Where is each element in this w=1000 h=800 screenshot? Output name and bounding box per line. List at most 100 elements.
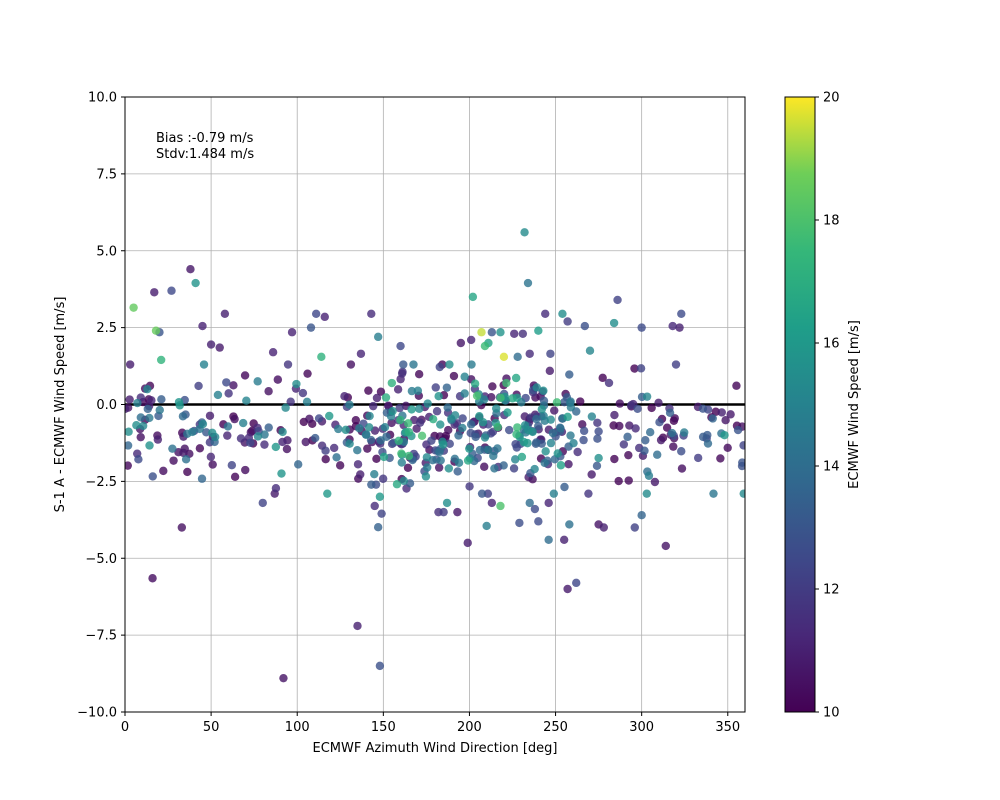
scatter-point (136, 432, 145, 442)
scatter-point (314, 414, 324, 423)
scatter-point (404, 419, 413, 428)
scatter-point (585, 346, 595, 355)
scatter-point (399, 360, 408, 369)
scatter-point (375, 661, 385, 671)
scatter-point (523, 278, 533, 288)
scatter-point (709, 489, 718, 498)
y-tick-label: 7.5 (96, 167, 117, 182)
scatter-point (578, 420, 587, 429)
scatter-point (680, 428, 689, 437)
scatter-point (631, 424, 640, 433)
scatter-point (518, 329, 528, 338)
scatter-point (540, 458, 549, 468)
scatter-point (364, 386, 373, 395)
scatter-point (563, 584, 572, 594)
scatter-point (397, 449, 406, 458)
scatter-point (335, 461, 345, 470)
scatter-point (236, 434, 246, 443)
scatter-point (517, 452, 527, 462)
scatter-point (136, 413, 146, 422)
scatter-point (148, 574, 157, 583)
scatter-point (733, 425, 743, 435)
scatter-point (380, 423, 390, 432)
scatter-point (264, 387, 273, 396)
colorbar-label: ECMWF Wind Speed [m/s] (847, 320, 862, 489)
scatter-point (159, 466, 168, 476)
scatter-point (409, 360, 418, 369)
scatter-points (125, 228, 745, 683)
scatter-point (739, 489, 745, 498)
scatter-point (356, 470, 365, 479)
scatter-point (530, 504, 540, 514)
scatter-point (407, 386, 417, 396)
x-axis-ticks: 0 50 100 150 200 250 300 350 (121, 712, 740, 735)
scatter-point (623, 432, 632, 442)
scatter-point (550, 406, 559, 415)
scatter-point (186, 265, 195, 274)
scatter-point (613, 295, 622, 305)
scatter-point (205, 411, 215, 420)
scatter-point (453, 467, 462, 476)
scatter-point (592, 461, 602, 471)
scatter-point (594, 453, 603, 463)
y-tick-label: −10.0 (77, 706, 117, 721)
scatter-point (732, 381, 741, 390)
scatter-point (435, 447, 444, 457)
scatter-point (341, 425, 350, 435)
scatter-point (492, 404, 501, 413)
scatter-point (404, 427, 414, 437)
scatter-point (396, 415, 405, 425)
scatter-point (378, 474, 388, 483)
scatter-point (292, 379, 301, 389)
scatter-point (198, 321, 207, 331)
scatter-point (487, 328, 497, 337)
scatter-point (373, 522, 383, 532)
scatter-point (513, 423, 522, 432)
scatter-point (125, 360, 135, 369)
scatter-point (325, 411, 334, 421)
scatter-point (224, 389, 233, 398)
scatter-point (512, 430, 521, 439)
scatter-point (633, 404, 642, 413)
scatter-point (717, 408, 726, 417)
scatter-point (471, 432, 480, 442)
colorbar-tick-label: 20 (823, 91, 840, 106)
scatter-point (134, 455, 143, 464)
scatter-point (487, 392, 496, 402)
scatter-point (431, 383, 440, 392)
scatter-point (642, 392, 652, 401)
scatter-point (175, 401, 184, 410)
scatter-point (460, 372, 469, 381)
scatter-point (534, 517, 543, 526)
scatter-point (496, 501, 505, 511)
scatter-point (387, 378, 397, 388)
scatter-point (637, 511, 646, 520)
scatter-point (475, 412, 484, 421)
scatter-point (587, 470, 596, 479)
scatter-point (264, 423, 273, 432)
scatter-point (260, 430, 269, 439)
scatter-point (240, 371, 250, 380)
scatter-point (625, 421, 634, 430)
scatter-point (321, 454, 330, 464)
scatter-point (323, 489, 332, 498)
scatter-point (282, 444, 292, 454)
scatter-point (286, 397, 295, 406)
scatter-point (450, 411, 460, 420)
scatter-point (454, 458, 464, 467)
scatter-point (345, 439, 354, 448)
colorbar (784, 96, 816, 713)
y-axis-label: S-1 A - ECMWF Wind Speed [m/s] (53, 297, 68, 513)
scatter-point (253, 377, 262, 386)
scatter-point (579, 426, 589, 436)
scatter-point (677, 309, 686, 318)
scatter-point (604, 378, 614, 388)
scatter-point (532, 438, 541, 447)
scatter-point (739, 441, 745, 450)
scatter-point (671, 360, 681, 369)
scatter-point (125, 427, 133, 436)
scatter-point (537, 405, 546, 414)
scatter-point (525, 349, 534, 358)
scatter-point (423, 399, 432, 408)
scatter-point (656, 435, 666, 445)
